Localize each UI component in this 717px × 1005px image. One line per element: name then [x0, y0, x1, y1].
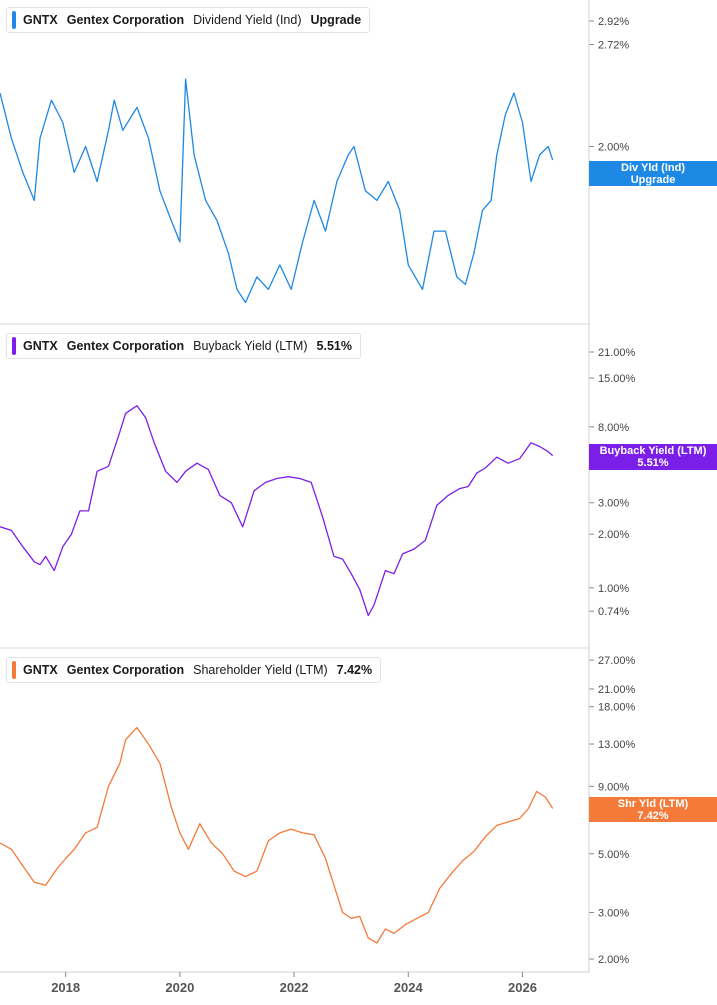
- y-tick-label: 18.00%: [598, 702, 636, 714]
- badge-label: Buyback Yield (LTM): [599, 445, 707, 457]
- series-color-marker: [12, 337, 16, 355]
- y-tick-label: 15.00%: [598, 373, 636, 385]
- y-tick-label: 2.00%: [598, 954, 629, 966]
- badge-value: Upgrade: [630, 174, 676, 186]
- metric-label: Shareholder Yield (LTM): [193, 663, 328, 677]
- series-color-marker: [12, 661, 16, 679]
- y-tick-label: 8.00%: [598, 422, 629, 434]
- x-tick-label: 2024: [394, 980, 424, 995]
- badge-label: Shr Yld (LTM): [617, 798, 689, 810]
- y-tick-label: 2.72%: [598, 40, 629, 52]
- y-tick-label: 21.00%: [598, 684, 636, 696]
- y-tick-label: 5.00%: [598, 849, 629, 861]
- company-label: Gentex Corporation: [66, 663, 185, 677]
- series-line: [0, 78, 554, 304]
- y-tick-label: 9.00%: [598, 781, 629, 793]
- y-tick-label: 2.00%: [598, 142, 629, 154]
- y-tick-label: 3.00%: [598, 498, 629, 510]
- y-tick-label: 1.00%: [598, 583, 629, 595]
- y-tick-label: 13.00%: [598, 739, 636, 751]
- y-tick-label: 2.92%: [598, 16, 629, 28]
- dividend-yield-header[interactable]: GNTX Gentex Corporation Dividend Yield (…: [6, 7, 371, 33]
- series-line: [0, 405, 554, 617]
- badge-label: Div Yld (Ind): [621, 162, 685, 174]
- buyback-yield-badge: Buyback Yield (LTM) 5.51%: [589, 444, 717, 470]
- shareholder-yield-header[interactable]: GNTX Gentex Corporation Shareholder Yiel…: [6, 657, 382, 683]
- series-color-marker: [12, 11, 16, 29]
- y-tick-label: 2.00%: [598, 529, 629, 541]
- upgrade-link[interactable]: Upgrade: [310, 13, 362, 27]
- metric-value: 7.42%: [336, 663, 373, 677]
- buyback-yield-header[interactable]: GNTX Gentex Corporation Buyback Yield (L…: [6, 333, 361, 359]
- x-tick-label: 2022: [280, 980, 309, 995]
- series-line: [0, 726, 554, 944]
- y-tick-label: 0.74%: [598, 606, 629, 618]
- badge-value: 5.51%: [637, 457, 669, 469]
- shareholder-yield-badge: Shr Yld (LTM) 7.42%: [589, 797, 717, 822]
- x-tick-label: 2026: [508, 980, 537, 995]
- x-tick-label: 2020: [165, 980, 194, 995]
- ticker-label: GNTX: [23, 13, 58, 27]
- metric-value: 5.51%: [316, 339, 352, 353]
- metric-label: Dividend Yield (Ind): [193, 13, 302, 27]
- ticker-label: GNTX: [23, 663, 58, 677]
- y-tick-label: 3.00%: [598, 907, 629, 919]
- ticker-label: GNTX: [23, 339, 58, 353]
- y-tick-label: 21.00%: [598, 347, 636, 359]
- y-tick-label: 27.00%: [598, 655, 636, 667]
- metric-label: Buyback Yield (LTM): [193, 339, 308, 353]
- company-label: Gentex Corporation: [66, 13, 185, 27]
- dividend-yield-badge: Div Yld (Ind) Upgrade: [589, 161, 717, 186]
- company-label: Gentex Corporation: [66, 339, 185, 353]
- badge-value: 7.42%: [637, 810, 669, 822]
- x-tick-label: 2018: [51, 980, 80, 995]
